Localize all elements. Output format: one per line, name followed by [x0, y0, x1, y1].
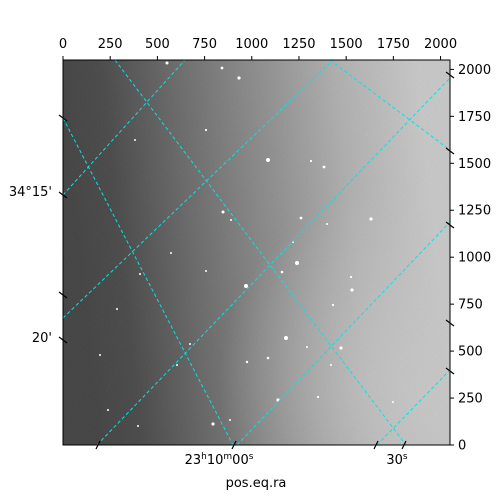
sky-image: [63, 60, 450, 445]
world-tick-mark: [373, 440, 379, 450]
grid-line: [376, 369, 450, 445]
grid-line: [63, 117, 234, 445]
sky-noise: [63, 60, 450, 445]
world-tick-mark: [58, 336, 68, 344]
grid-line: [96, 77, 450, 445]
world-tick-mark: [58, 114, 68, 122]
star-point: [237, 76, 241, 80]
y-tick-label: 1500: [458, 157, 491, 172]
star-point: [331, 303, 335, 307]
world-tick-mark: [445, 221, 455, 229]
world-tick-mark: [445, 71, 455, 79]
x-tick-label: 250: [98, 37, 123, 52]
ra-tick-label-1: 23h10m00s: [185, 452, 254, 468]
star-point: [284, 336, 288, 340]
x-tick-label: 1500: [330, 37, 363, 52]
star-point: [99, 354, 101, 356]
star-point: [116, 308, 118, 310]
star-point: [230, 219, 232, 221]
coordinate-grid: [63, 60, 450, 445]
star-point: [176, 364, 178, 366]
world-tick-mark: [445, 147, 455, 155]
y-tick-label: 750: [458, 298, 483, 313]
dec-tick-label-2: 20': [32, 331, 52, 346]
y-tick-label: 2000: [458, 63, 491, 78]
star-point: [189, 343, 191, 345]
star-point: [134, 139, 136, 141]
grid-line: [329, 60, 450, 151]
star-point: [204, 128, 208, 132]
world-tick-mark: [445, 319, 455, 327]
y-tick-label: 1250: [458, 204, 491, 219]
star-point: [350, 288, 354, 292]
star-point: [295, 261, 299, 265]
world-tick-mark: [95, 440, 101, 450]
y-tick-label: 0: [458, 439, 466, 454]
star-point: [220, 66, 224, 70]
star-point: [221, 210, 225, 214]
top-pixel-axis: 0 250 500 750 1000 1250 1500 1750 2000: [59, 37, 457, 60]
x-tick-label: 1750: [377, 37, 410, 52]
y-tick-label: 1000: [458, 251, 491, 266]
star-point: [369, 217, 373, 221]
x-tick-label: 2000: [424, 37, 457, 52]
plot-frame: [62, 59, 451, 446]
star-point: [266, 158, 270, 162]
world-tick-mark: [231, 440, 237, 450]
star-point: [316, 395, 320, 399]
world-tick-mark: [401, 440, 407, 450]
x-tick-label: 0: [59, 37, 67, 52]
x-tick-label: 1000: [235, 37, 268, 52]
grid-line: [236, 221, 450, 445]
x-tick-label: 750: [192, 37, 217, 52]
y-tick-label: 250: [458, 392, 483, 407]
star-point: [211, 422, 215, 426]
right-pixel-axis: 0 250 500 750 1000 1250 1500 1750 2000: [450, 63, 491, 454]
star-point: [229, 419, 231, 421]
world-tick-mark: [445, 367, 455, 375]
x-tick-label: 1250: [282, 37, 315, 52]
star-point: [349, 275, 353, 279]
star-point: [309, 159, 313, 163]
x-axis-label: pos.eq.ra: [226, 476, 287, 491]
star-point: [322, 165, 326, 169]
ra-tick-label-2: 30s: [386, 452, 408, 468]
star-point: [165, 61, 169, 65]
y-tick-label: 1750: [458, 110, 491, 125]
dec-tick-label-1: 34°15': [9, 185, 52, 200]
star-point: [392, 401, 394, 403]
world-tick-mark: [58, 191, 68, 199]
grid-line: [63, 60, 334, 319]
star-point: [205, 270, 207, 272]
star-point: [170, 252, 172, 254]
star-point: [326, 223, 328, 225]
star-point: [137, 425, 139, 427]
star-point: [280, 270, 284, 274]
world-coordinate-ticks: [58, 71, 455, 450]
star-point: [139, 273, 141, 275]
y-tick-label: 500: [458, 345, 483, 360]
star-point: [306, 346, 308, 348]
grid-line: [63, 60, 186, 196]
star-point: [266, 356, 270, 360]
world-tick-mark: [58, 291, 68, 299]
star-point: [299, 216, 303, 220]
star-point: [330, 364, 332, 366]
x-tick-label: 500: [145, 37, 170, 52]
star-field: [99, 61, 394, 427]
star-point: [244, 284, 248, 288]
star-point: [245, 360, 249, 364]
star-point: [339, 346, 343, 350]
grid-line: [114, 60, 407, 445]
star-point: [107, 409, 109, 411]
